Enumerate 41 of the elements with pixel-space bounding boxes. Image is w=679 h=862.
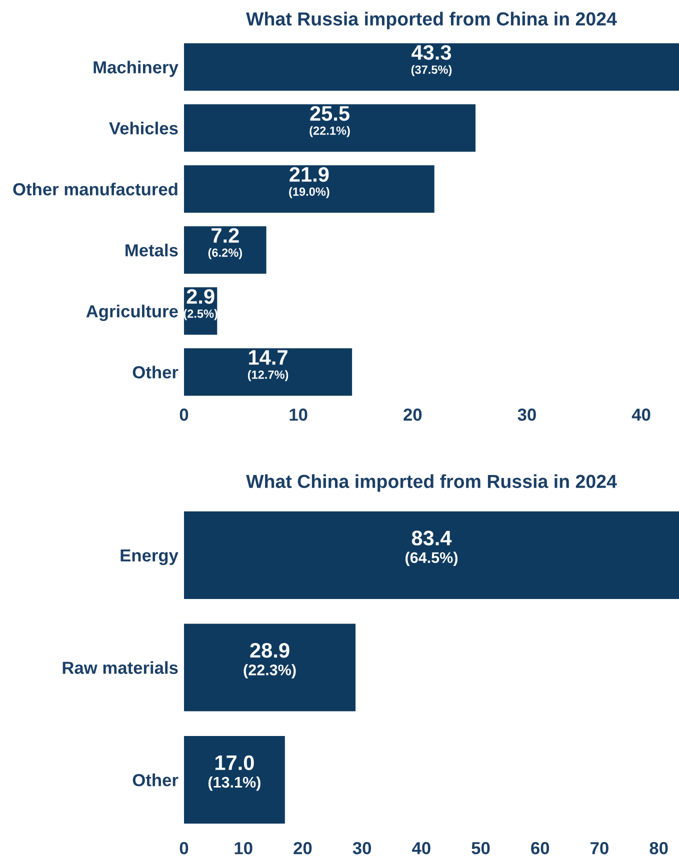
bar: [184, 104, 476, 152]
y-tick-label: Other manufactured: [13, 182, 178, 196]
data-label: 83.4 (64.5%): [406, 530, 458, 566]
x-tick-label: 30: [518, 408, 536, 421]
data-label: 28.9 (22.3%): [244, 643, 296, 678]
bar: [184, 511, 679, 599]
x-tick-label: 20: [294, 842, 312, 854]
x-tick-label: 20: [404, 408, 422, 421]
bar: [184, 226, 266, 274]
bar: [184, 165, 434, 213]
x-tick-label: 0: [180, 408, 188, 421]
x-tick-label: 80: [650, 842, 668, 854]
y-tick-label: Other: [132, 774, 178, 786]
x-tick-label: 60: [531, 842, 550, 854]
x-tick-label: 50: [472, 842, 490, 854]
chart-title: What China imported from Russia in 2024: [246, 474, 617, 492]
y-tick-label: Agriculture: [86, 304, 178, 321]
data-label: 14.7 (12.7%): [248, 350, 288, 382]
x-tick-label: 30: [352, 842, 371, 854]
y-tick-label: Vehicles: [109, 122, 178, 134]
x-tick-label: 10: [234, 842, 252, 854]
y-tick-label: Energy: [120, 549, 178, 566]
data-label: 25.5 (22.1%): [310, 106, 350, 138]
x-tick-label: 10: [290, 408, 308, 421]
y-tick-label: Machinery: [94, 60, 178, 77]
y-tick-label: Metals: [126, 244, 178, 256]
x-tick-label: 0: [180, 842, 188, 854]
bar: [184, 736, 285, 824]
chart-title: What Russia imported from China in 2024: [246, 12, 617, 30]
data-label: 17.0 (13.1%): [208, 755, 260, 791]
x-tick-label: 40: [412, 842, 430, 854]
data-label: 21.9 (19.0%): [289, 167, 330, 198]
x-tick-label: 40: [632, 408, 650, 421]
data-label: 43.3 (37.5%): [411, 45, 452, 76]
y-tick-label: Other: [132, 366, 178, 378]
x-tick-label: 70: [590, 842, 608, 854]
bar: [184, 624, 356, 712]
y-tick-label: Raw materials: [62, 661, 178, 674]
bar: [184, 348, 352, 396]
bar: [184, 43, 679, 91]
data-label: 7.2 (6.2%): [208, 228, 242, 260]
